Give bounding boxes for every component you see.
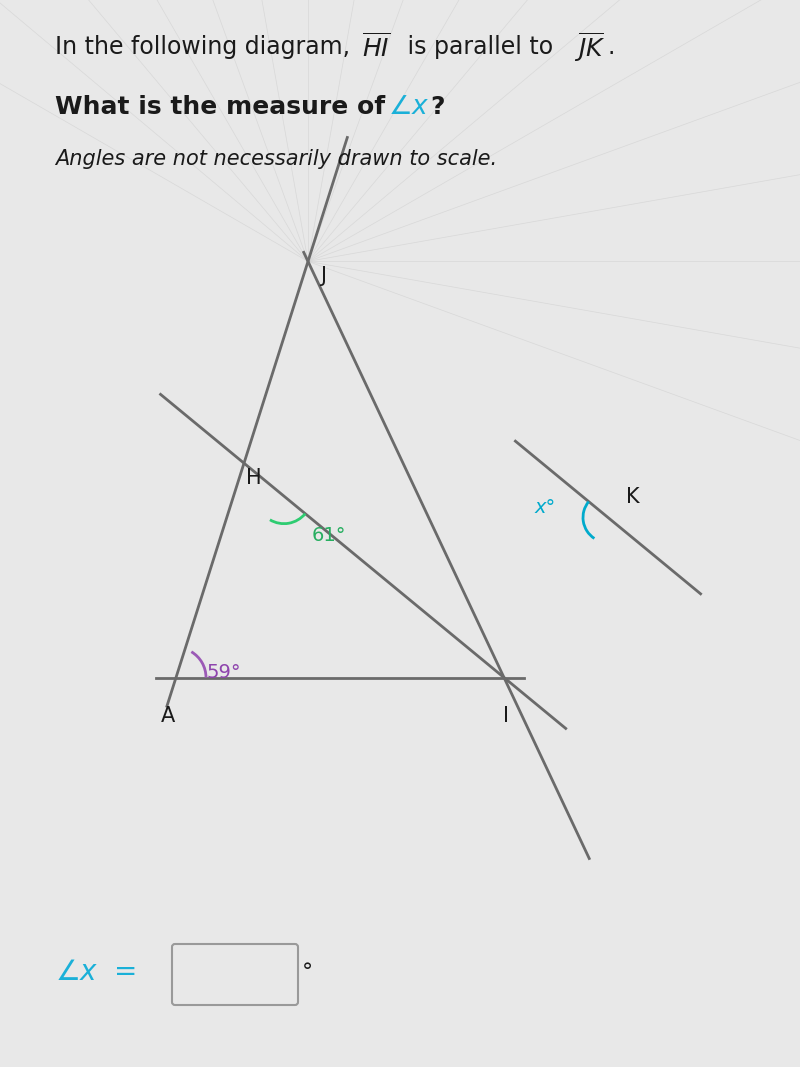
Text: K: K [626,488,640,508]
Text: $\angle x$  =: $\angle x$ = [55,958,136,986]
Text: ?: ? [430,95,445,120]
Text: I: I [503,705,509,726]
Text: .: . [608,35,615,59]
FancyBboxPatch shape [172,944,298,1005]
Text: A: A [161,705,175,726]
Text: is parallel to: is parallel to [400,35,561,59]
Text: 61°: 61° [312,526,346,545]
Text: °: ° [302,962,313,982]
Text: 59°: 59° [206,663,241,682]
Text: H: H [246,468,262,489]
Text: Angles are not necessarily drawn to scale.: Angles are not necessarily drawn to scal… [55,149,497,169]
Text: In the following diagram,: In the following diagram, [55,35,358,59]
Text: $\overline{JK}$: $\overline{JK}$ [574,30,606,64]
Text: What is the measure of: What is the measure of [55,95,394,120]
Text: x°: x° [534,498,556,517]
Text: J: J [320,267,326,286]
Text: $\angle x$: $\angle x$ [388,94,430,120]
Text: $\overline{HI}$: $\overline{HI}$ [362,32,390,62]
